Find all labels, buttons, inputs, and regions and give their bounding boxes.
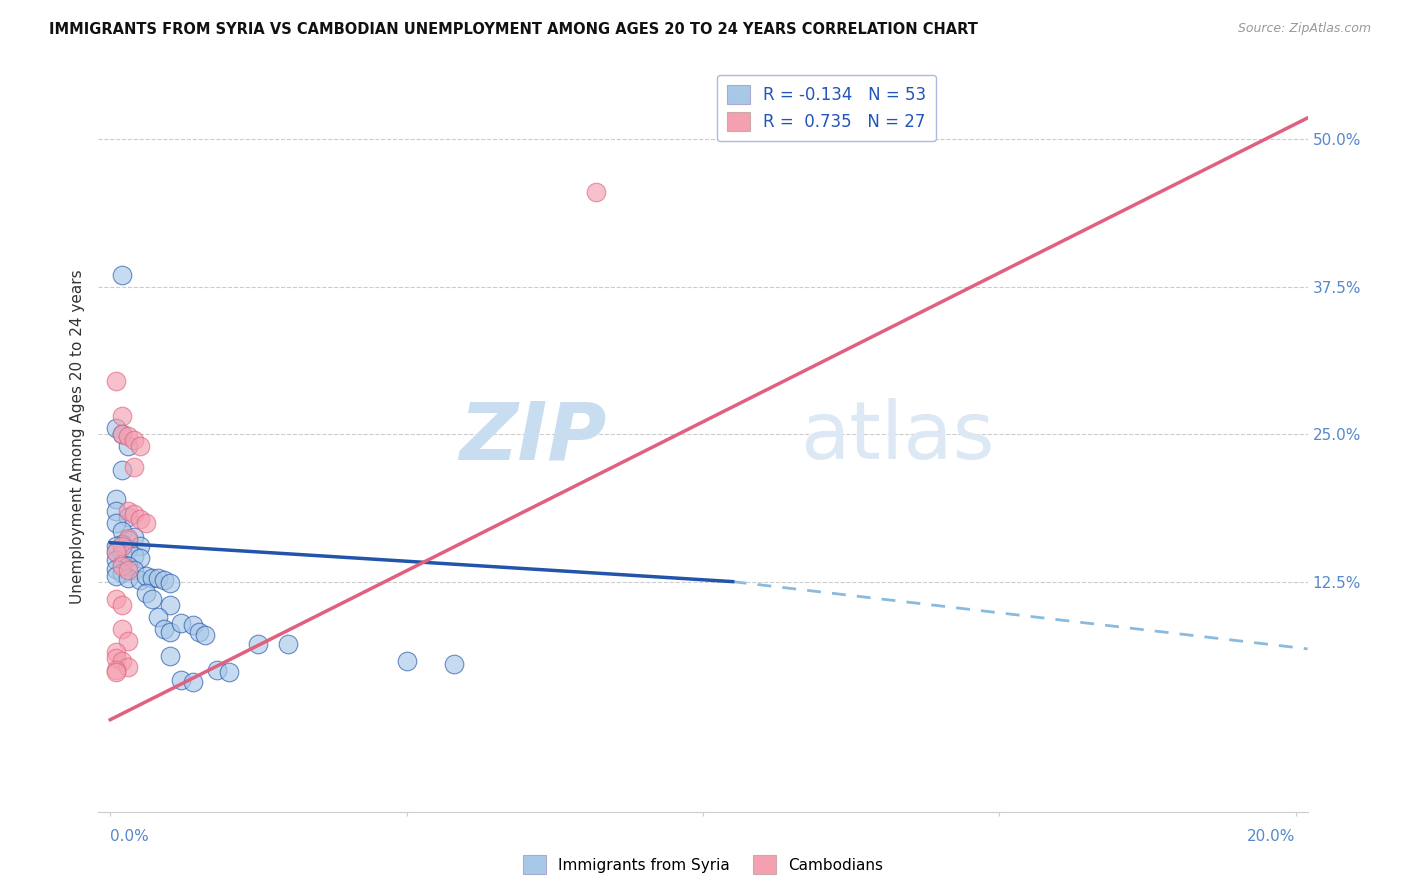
Point (105, 504, 128, 518)
Point (135, 586, 157, 600)
Point (181, 618, 204, 632)
Point (129, 574, 152, 588)
Text: Source: ZipAtlas.com: Source: ZipAtlas.com (1237, 22, 1371, 36)
Point (111, 268, 134, 282)
Point (117, 439, 139, 453)
Point (111, 427, 134, 442)
Point (111, 548, 134, 562)
Point (122, 549, 145, 563)
Point (122, 530, 145, 544)
Point (105, 545, 128, 559)
Point (105, 561, 128, 575)
Point (135, 516, 157, 530)
Point (105, 592, 128, 607)
Point (443, 657, 465, 672)
Point (105, 651, 128, 665)
Point (205, 663, 228, 677)
Point (111, 462, 134, 476)
Point (135, 568, 157, 582)
Point (105, 374, 128, 388)
Legend: R = -0.134   N = 53, R =  0.735   N = 27: R = -0.134 N = 53, R = 0.735 N = 27 (717, 75, 936, 141)
Point (117, 429, 139, 443)
Point (111, 409, 134, 424)
Text: IMMIGRANTS FROM SYRIA VS CAMBODIAN UNEMPLOYMENT AMONG AGES 20 TO 24 YEARS CORREL: IMMIGRANTS FROM SYRIA VS CAMBODIAN UNEMP… (49, 22, 979, 37)
Point (141, 592, 163, 607)
Point (117, 531, 139, 545)
Point (117, 559, 139, 574)
Point (105, 545, 128, 559)
Point (111, 427, 134, 442)
Point (188, 625, 211, 640)
Legend: Immigrants from Syria, Cambodians: Immigrants from Syria, Cambodians (517, 849, 889, 880)
Point (141, 571, 163, 585)
Point (129, 539, 152, 553)
Text: 20.0%: 20.0% (1247, 830, 1296, 845)
Point (247, 637, 270, 651)
Point (111, 654, 134, 668)
Text: atlas: atlas (800, 398, 994, 476)
Point (122, 460, 145, 475)
Point (170, 673, 193, 687)
Point (111, 559, 134, 574)
Point (105, 539, 128, 553)
Point (129, 439, 152, 453)
Y-axis label: Unemployment Among Ages 20 to 24 years: Unemployment Among Ages 20 to 24 years (69, 269, 84, 605)
Point (111, 539, 134, 553)
Point (105, 645, 128, 659)
Point (194, 628, 217, 642)
Point (146, 610, 169, 624)
Point (218, 665, 240, 680)
Point (111, 622, 134, 636)
Point (111, 557, 134, 571)
Point (129, 551, 152, 566)
Point (159, 648, 181, 663)
Point (117, 563, 139, 577)
Point (395, 654, 418, 668)
Point (181, 674, 204, 689)
Point (105, 568, 128, 582)
Point (159, 599, 181, 613)
Point (129, 512, 152, 526)
Point (111, 566, 134, 581)
Point (117, 504, 139, 518)
Point (111, 599, 134, 613)
Point (105, 665, 128, 680)
Point (117, 571, 139, 585)
Point (117, 541, 139, 556)
Point (152, 574, 174, 588)
Point (117, 533, 139, 548)
Point (585, 186, 607, 200)
Point (122, 508, 145, 522)
Point (105, 553, 128, 567)
Point (105, 421, 128, 435)
Point (105, 491, 128, 506)
Point (159, 625, 181, 640)
Text: ZIP: ZIP (458, 398, 606, 476)
Point (117, 659, 139, 673)
Point (111, 524, 134, 538)
Text: 0.0%: 0.0% (110, 830, 149, 845)
Point (122, 433, 145, 447)
Point (170, 615, 193, 630)
Point (152, 622, 174, 636)
Point (146, 571, 169, 585)
Point (117, 633, 139, 648)
Point (122, 563, 145, 577)
Point (277, 637, 299, 651)
Point (159, 575, 181, 590)
Point (117, 509, 139, 524)
Point (105, 516, 128, 530)
Point (105, 663, 128, 677)
Point (111, 537, 134, 551)
